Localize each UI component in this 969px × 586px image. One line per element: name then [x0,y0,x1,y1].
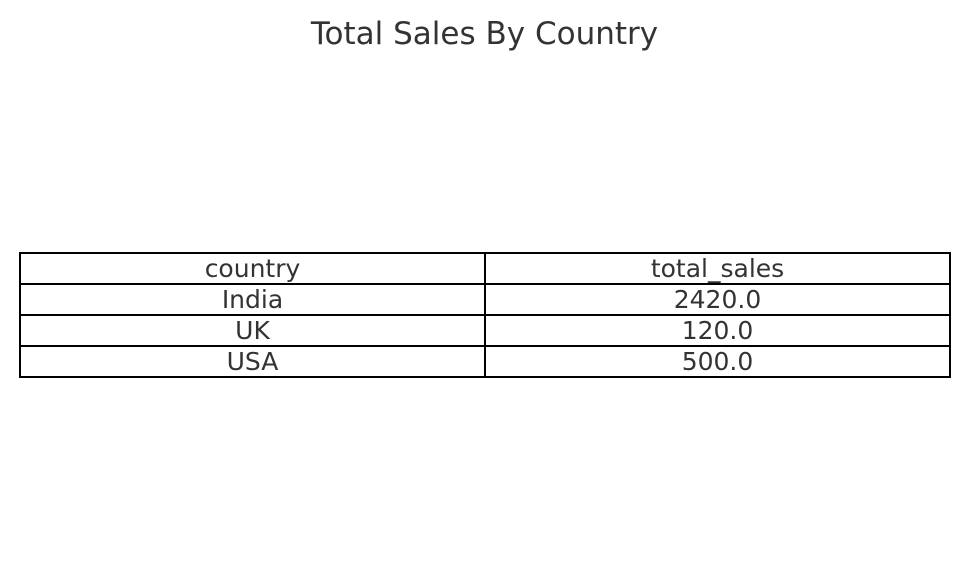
column-header-total-sales: total_sales [484,252,951,285]
table-header-row: country total_sales [19,252,951,285]
table-cell-country: USA [19,345,486,378]
table-row: USA 500.0 [19,345,951,378]
table-cell-country: India [19,283,486,316]
table-cell-total-sales: 500.0 [484,345,951,378]
table-cell-total-sales: 2420.0 [484,283,951,316]
chart-title: Total Sales By Country [310,16,659,52]
table-row: UK 120.0 [19,314,951,347]
table-cell-country: UK [19,314,486,347]
table-cell-total-sales: 120.0 [484,314,951,347]
column-header-country: country [19,252,486,285]
sales-table: country total_sales India 2420.0 UK 120.… [19,252,951,378]
table-row: India 2420.0 [19,283,951,316]
